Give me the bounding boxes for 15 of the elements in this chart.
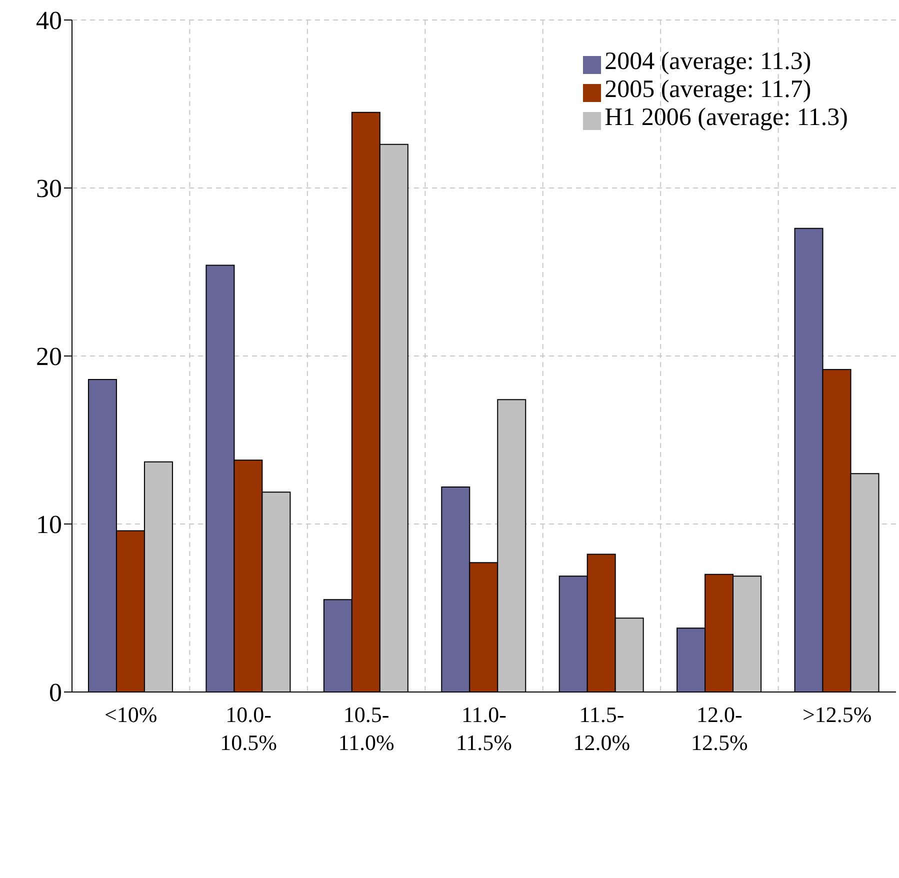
- x-tick-label: 11.5-12.0%: [573, 702, 630, 755]
- x-tick-label: 12.0-12.5%: [691, 702, 748, 755]
- x-tick-label: >12.5%: [802, 702, 872, 727]
- y-tick-label: 10: [36, 510, 62, 540]
- x-tick-label: 10.5-11.0%: [338, 702, 394, 755]
- legend-label: 2005 (average: 11.7): [604, 76, 812, 103]
- y-tick-label: 20: [36, 342, 62, 372]
- x-tick-label: 10.0-10.5%: [220, 702, 277, 755]
- x-tick-label: 11.0-11.5%: [456, 702, 512, 755]
- legend-label: 2004 (average: 11.3): [604, 48, 812, 75]
- y-tick-label: 0: [49, 678, 62, 708]
- legend-label: H1 2006 (average: 11.3): [604, 104, 848, 131]
- x-tick-label: <10%: [104, 702, 158, 727]
- y-tick-label: 40: [36, 6, 62, 36]
- y-tick-label: 30: [36, 174, 62, 204]
